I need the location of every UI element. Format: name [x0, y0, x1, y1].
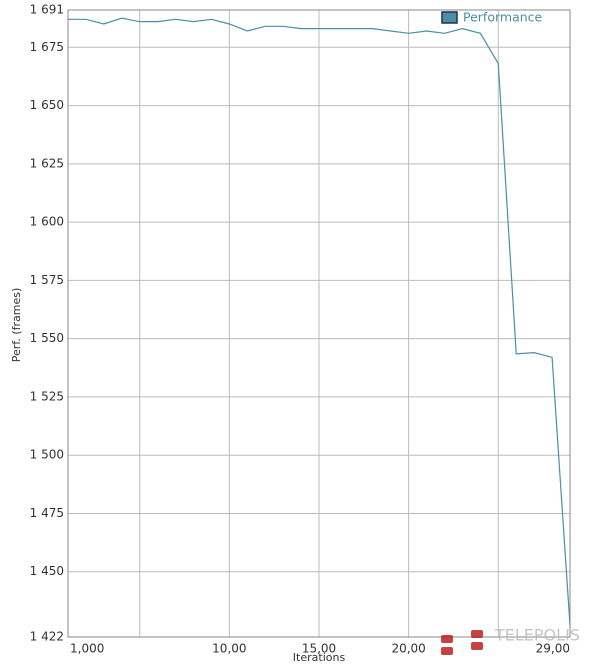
- x-tick-label: 1,000: [70, 642, 104, 656]
- watermark-logo: [441, 647, 453, 655]
- y-tick-label: 1 675: [30, 40, 64, 54]
- y-tick-label: 1 500: [30, 448, 64, 462]
- y-axis-title: Perf. (frames): [10, 288, 23, 363]
- y-tick-label: 1 525: [30, 389, 64, 403]
- y-tick-label: 1 625: [30, 156, 64, 170]
- x-axis-title: Iterations: [293, 651, 346, 664]
- y-tick-label: 1 650: [30, 98, 64, 112]
- plot-border: [67, 9, 571, 638]
- y-tick-label: 1 422: [30, 630, 64, 644]
- watermark-logo: [441, 635, 453, 643]
- y-tick-label: 1 450: [30, 564, 64, 578]
- watermark-logo: [471, 642, 483, 650]
- x-tick-label: 10,00: [212, 642, 246, 656]
- y-tick-label: 1 600: [30, 215, 64, 229]
- y-tick-label: 1 475: [30, 506, 64, 520]
- watermark-logo: [471, 630, 483, 638]
- series-line: [68, 17, 571, 626]
- y-tick-label: 1 575: [30, 273, 64, 287]
- watermark: TELEPOLIS: [441, 626, 580, 655]
- y-tick-label: 1 550: [30, 331, 64, 345]
- x-tick-label: 20,00: [391, 642, 425, 656]
- x-tick-label: 15,00: [302, 642, 336, 656]
- x-tick-label: 29,00: [536, 642, 570, 656]
- y-tick-label: 1 691: [30, 3, 64, 17]
- watermark-text: TELEPOLIS: [494, 626, 580, 645]
- legend-label: Performance: [463, 10, 543, 25]
- legend-swatch: [441, 11, 458, 24]
